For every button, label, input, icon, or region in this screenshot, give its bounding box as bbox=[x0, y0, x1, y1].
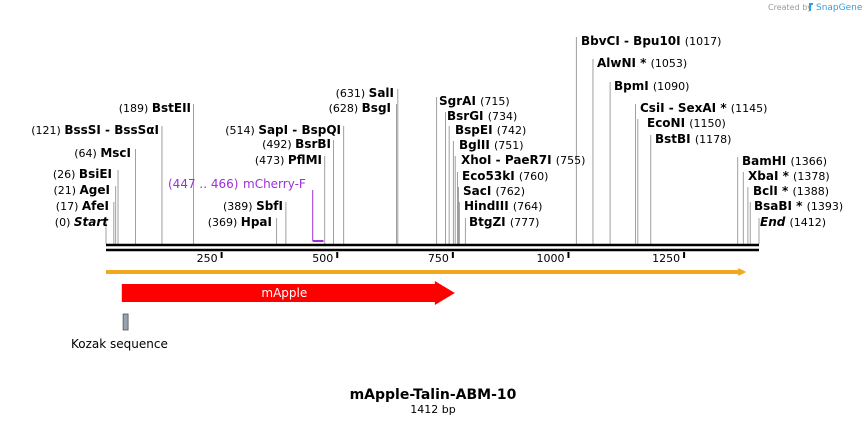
site-bstbi[interactable]: BstBI (1178) bbox=[655, 132, 731, 146]
site-label-xbai: XbaI * (1378) bbox=[748, 169, 830, 183]
site-csii-sexai[interactable]: CsiI - SexAI * (1145) bbox=[640, 101, 767, 115]
site-bpmi[interactable]: BpmI (1090) bbox=[614, 79, 689, 93]
site-sapi-bspqi[interactable]: (514) SapI - BspQI bbox=[225, 123, 341, 137]
site-label-msci: (64) MscI bbox=[74, 146, 131, 160]
mapple-arrow[interactable] bbox=[121, 281, 455, 305]
site-bsgi[interactable]: (628) BsgI bbox=[329, 101, 391, 115]
feature-label-kozak: Kozak sequence bbox=[71, 337, 168, 351]
site-agei[interactable]: (21) AgeI bbox=[53, 183, 110, 197]
site-msci[interactable]: (64) MscI bbox=[74, 146, 131, 160]
site-label-hpai: (369) HpaI bbox=[208, 215, 272, 229]
site-label-afei: (17) AfeI bbox=[56, 199, 109, 213]
site-label-bsteii: (189) BstEII bbox=[119, 101, 191, 115]
site-label-bamhi: BamHI (1366) bbox=[742, 154, 827, 168]
site-label-btgzi: BtgZI (777) bbox=[469, 215, 539, 229]
site-label-bsabi: BsaBI * (1393) bbox=[754, 199, 843, 213]
site-btgzi[interactable]: BtgZI (777) bbox=[469, 215, 539, 229]
feature-kozak[interactable]: Kozak sequence bbox=[71, 313, 168, 351]
site-label-bsrgi: BsrGI (734) bbox=[447, 109, 517, 123]
site-label-bspei: BspEI (742) bbox=[455, 123, 526, 137]
site-bspei[interactable]: BspEI (742) bbox=[455, 123, 526, 137]
site-label-bsrbi: (492) BsrBI bbox=[262, 137, 331, 151]
site-sali[interactable]: (631) SalI bbox=[336, 86, 394, 100]
site-sbfi[interactable]: (389) SbfI bbox=[223, 199, 283, 213]
site-label-end: End (1412) bbox=[760, 215, 826, 229]
axis-tick-label-1000: 1000 bbox=[536, 252, 564, 265]
snapgene-logo-icon bbox=[809, 3, 813, 11]
site-sgrai[interactable]: SgrAI (715) bbox=[439, 94, 510, 108]
site-bsssi-bsss-i[interactable]: (121) BssSI - BssSαI bbox=[31, 123, 159, 137]
site-end[interactable]: End (1412) bbox=[760, 215, 826, 229]
site-label-bpmi: BpmI (1090) bbox=[614, 79, 689, 93]
credit-text: Created by bbox=[768, 3, 812, 12]
site-label-xhoi-paer7i: XhoI - PaeR7I (755) bbox=[461, 153, 585, 167]
map-title: mApple-Talin-ABM-10 bbox=[350, 387, 517, 403]
axis-tick-label-250: 250 bbox=[197, 252, 218, 265]
site-label-bstbi: BstBI (1178) bbox=[655, 132, 731, 146]
site-bglii[interactable]: BglII (751) bbox=[459, 138, 524, 152]
site-label-sgrai: SgrAI (715) bbox=[439, 94, 510, 108]
axis-tick-label-750: 750 bbox=[428, 252, 449, 265]
site-start[interactable]: (0) Start bbox=[55, 215, 109, 229]
site-labels: (0) Start (17) AfeI (21) AgeI (26) BsiEI (64… bbox=[31, 34, 843, 229]
site-hpai[interactable]: (369) HpaI bbox=[208, 215, 272, 229]
primer-mcherry-f[interactable]: (447 .. 466) mCherry-F bbox=[168, 177, 324, 242]
feature-mapple[interactable]: mApple bbox=[121, 281, 455, 305]
site-bsabi[interactable]: BsaBI * (1393) bbox=[754, 199, 843, 213]
site-label-csii-sexai: CsiI - SexAI * (1145) bbox=[640, 101, 767, 115]
site-bsteii[interactable]: (189) BstEII bbox=[119, 101, 191, 115]
axis-tick-label-1250: 1250 bbox=[652, 252, 680, 265]
site-bsiei[interactable]: (26) BsiEI bbox=[53, 167, 112, 181]
site-label-agei: (21) AgeI bbox=[53, 183, 110, 197]
credit-brand: SnapGene bbox=[816, 3, 863, 13]
site-lines bbox=[105, 37, 760, 244]
site-bamhi[interactable]: BamHI (1366) bbox=[742, 154, 827, 168]
site-bsrbi[interactable]: (492) BsrBI bbox=[262, 137, 331, 151]
site-bcli[interactable]: BclI * (1388) bbox=[753, 184, 829, 198]
site-label-bsiei: (26) BsiEI bbox=[53, 167, 112, 181]
site-label-bcli: BclI * (1388) bbox=[753, 184, 829, 198]
primer-name: mCherry-F bbox=[243, 177, 306, 191]
site-afei[interactable]: (17) AfeI bbox=[56, 199, 109, 213]
site-label-bglii: BglII (751) bbox=[459, 138, 524, 152]
site-bbvci-bpu10i[interactable]: BbvCI - Bpu10I (1017) bbox=[581, 34, 721, 48]
map-length: 1412 bp bbox=[410, 403, 455, 416]
site-label-bbvci-bpu10i: BbvCI - Bpu10I (1017) bbox=[581, 34, 721, 48]
site-econi[interactable]: EcoNI (1150) bbox=[647, 116, 726, 130]
site-label-sbfi: (389) SbfI bbox=[223, 199, 283, 213]
axis-ticks: 250 500 750 1000 1250 bbox=[197, 252, 686, 265]
site-label-sapi-bspqi: (514) SapI - BspQI bbox=[225, 123, 341, 137]
site-label-bsgi: (628) BsgI bbox=[329, 101, 391, 115]
feature-label-mapple: mApple bbox=[261, 286, 307, 300]
site-label-sali: (631) SalI bbox=[336, 86, 394, 100]
site-label-econi: EcoNI (1150) bbox=[647, 116, 726, 130]
orf-bar[interactable] bbox=[106, 268, 747, 276]
site-alwni[interactable]: AlwNI * (1053) bbox=[597, 56, 687, 70]
site-xhoi-paer7i[interactable]: XhoI - PaeR7I (755) bbox=[461, 153, 585, 167]
site-label-start: (0) Start bbox=[55, 215, 109, 229]
site-xbai[interactable]: XbaI * (1378) bbox=[748, 169, 830, 183]
site-label-eco53ki: Eco53kI (760) bbox=[462, 169, 548, 183]
site-label-bsssi-bsss-i: (121) BssSI - BssSαI bbox=[31, 123, 159, 137]
primer-range: (447 .. 466) bbox=[168, 177, 238, 191]
site-eco53ki[interactable]: Eco53kI (760) bbox=[462, 169, 548, 183]
axis-tick-label-500: 500 bbox=[312, 252, 333, 265]
site-label-alwni: AlwNI * (1053) bbox=[597, 56, 687, 70]
backbone bbox=[106, 243, 759, 252]
site-label-pflmi: (473) PflMI bbox=[255, 153, 322, 167]
site-label-saci: SacI (762) bbox=[463, 184, 525, 198]
site-pflmi[interactable]: (473) PflMI bbox=[255, 153, 322, 167]
site-saci[interactable]: SacI (762) bbox=[463, 184, 525, 198]
site-hindiii[interactable]: HindIII (764) bbox=[464, 199, 542, 213]
site-label-hindiii: HindIII (764) bbox=[464, 199, 542, 213]
site-bsrgi[interactable]: BsrGI (734) bbox=[447, 109, 517, 123]
